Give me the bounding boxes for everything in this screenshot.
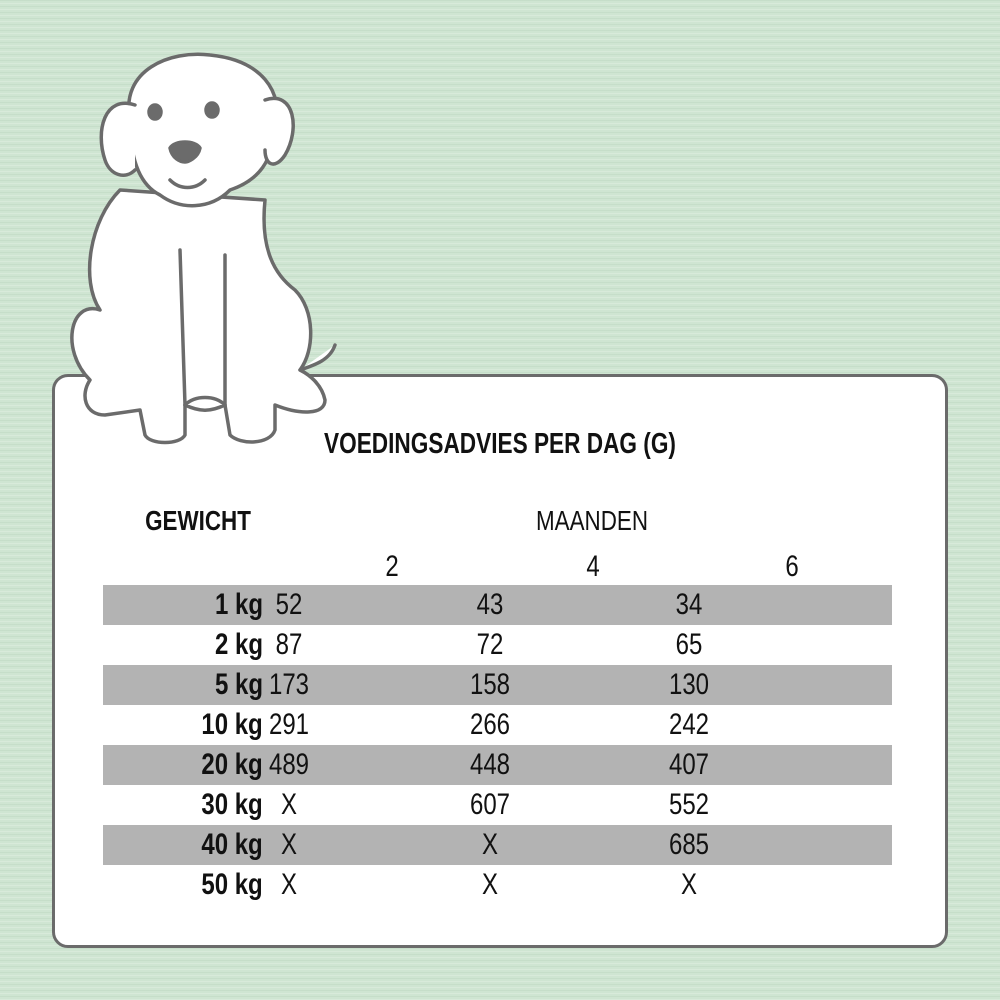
value-cell: X bbox=[481, 828, 498, 861]
table-row: 40 kg X X 685 bbox=[103, 825, 892, 865]
weight-cell: 20 kg bbox=[201, 748, 263, 781]
value-cell: 291 bbox=[268, 708, 310, 741]
value-cell: 65 bbox=[675, 628, 703, 661]
weight-cell: 5 kg bbox=[214, 668, 263, 701]
month-header-6: 6 bbox=[785, 550, 799, 583]
weight-cell: 40 kg bbox=[201, 828, 263, 861]
weight-cell: 10 kg bbox=[201, 708, 263, 741]
value-cell: 552 bbox=[668, 788, 710, 821]
table-row: 20 kg 489 448 407 bbox=[103, 745, 892, 785]
table-row: 1 kg 52 43 34 bbox=[103, 585, 892, 625]
puppy-illustration bbox=[70, 52, 337, 445]
value-cell: 43 bbox=[476, 588, 504, 621]
table-row: 2 kg 87 72 65 bbox=[103, 625, 892, 665]
month-header-2: 2 bbox=[385, 550, 399, 583]
value-cell: X bbox=[280, 828, 297, 861]
value-cell: 489 bbox=[268, 748, 310, 781]
table-row: 10 kg 291 266 242 bbox=[103, 705, 892, 745]
value-cell: 52 bbox=[275, 588, 303, 621]
month-header-4: 4 bbox=[586, 550, 600, 583]
value-cell: 407 bbox=[668, 748, 710, 781]
value-cell: 685 bbox=[668, 828, 710, 861]
value-cell: X bbox=[680, 868, 697, 901]
value-cell: X bbox=[481, 868, 498, 901]
table-row: 5 kg 173 158 130 bbox=[103, 665, 892, 705]
table-row: 50 kg X X X bbox=[103, 865, 892, 905]
value-cell: 448 bbox=[469, 748, 511, 781]
weight-column-header: GEWICHT bbox=[145, 505, 251, 536]
weight-cell: 1 kg bbox=[214, 588, 263, 621]
weight-cell: 30 kg bbox=[201, 788, 263, 821]
value-cell: 87 bbox=[275, 628, 303, 661]
value-cell: 34 bbox=[675, 588, 703, 621]
value-cell: 266 bbox=[469, 708, 511, 741]
value-cell: 72 bbox=[476, 628, 504, 661]
value-cell: 242 bbox=[668, 708, 710, 741]
weight-cell: 2 kg bbox=[214, 628, 263, 661]
value-cell: X bbox=[280, 868, 297, 901]
value-cell: 173 bbox=[268, 668, 310, 701]
months-column-header: MAANDEN bbox=[535, 505, 648, 536]
value-cell: X bbox=[280, 788, 297, 821]
weight-cell: 50 kg bbox=[201, 868, 263, 901]
value-cell: 607 bbox=[469, 788, 511, 821]
table-row: 30 kg X 607 552 bbox=[103, 785, 892, 825]
value-cell: 130 bbox=[668, 668, 710, 701]
value-cell: 158 bbox=[469, 668, 511, 701]
table-title: VOEDINGSADVIES PER DAG (G) bbox=[324, 428, 676, 460]
